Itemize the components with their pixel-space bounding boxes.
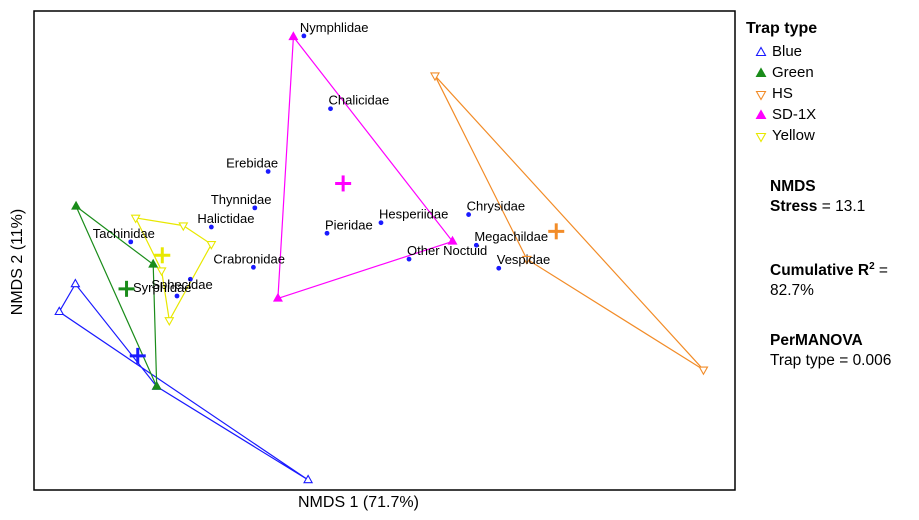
marker-yellow-4 <box>206 241 217 250</box>
marker-green-1 <box>71 200 82 210</box>
legend-item-blue: Blue <box>754 41 817 62</box>
hull-blue <box>58 282 309 481</box>
point-megachildae <box>473 242 479 248</box>
point-label-other-noctuid: Other Noctuid <box>407 243 487 258</box>
point-label-nymphlidae: Nymphlidae <box>300 20 369 35</box>
legend-marker-green-icon <box>755 66 767 77</box>
marker-yellow-3 <box>164 317 175 327</box>
point-label-hesperiidae: Hesperiidae <box>379 207 448 222</box>
marker-yellow-1 <box>130 214 141 224</box>
marker-sd-1x-1 <box>288 31 299 41</box>
point-chalicidae <box>328 106 333 112</box>
legend-items: Blue Green HS SD-1X Yellow <box>746 41 817 146</box>
legend-item-yellow: Yellow <box>754 125 817 146</box>
marker-sd-1x-3 <box>272 292 283 302</box>
point-label-syrphidae: Syrphidae <box>133 280 192 295</box>
point-layer: Nymphlidae Chalicidae Erebidae Thynnidae Hal… <box>93 20 551 299</box>
point-other-noctuid <box>406 256 412 262</box>
point-tachinidae <box>128 239 134 245</box>
point-chrysidae <box>466 212 472 217</box>
cumulative-stats: Cumulative R2 = 82.7% <box>770 257 888 301</box>
marker-blue-1 <box>70 278 81 288</box>
cumulative-value: 82.7% <box>770 282 814 300</box>
legend-item-green: Green <box>754 62 817 83</box>
point-sphecidae <box>187 276 193 282</box>
point-label-thynnidae: Thynnidae <box>211 192 272 207</box>
point-label-crabronidae: Crabronidae <box>213 251 285 266</box>
legend-title: Trap type <box>746 20 818 37</box>
centroid-hs <box>548 223 565 240</box>
point-pieridae <box>324 230 330 236</box>
point-crabronidae <box>251 264 256 270</box>
cumulative-sup: 2 <box>869 261 875 272</box>
point-label-sphecidae: Sphecidae <box>151 277 212 292</box>
x-axis-label: NMDS 1 (71.7%) <box>298 494 419 511</box>
stress-label: Stress <box>770 198 818 215</box>
legend-label-green: Green <box>772 64 814 81</box>
marker-green-2 <box>148 258 159 268</box>
point-label-chalicidae: Chalicidae <box>329 93 390 108</box>
legend-marker-hs-icon <box>755 90 767 101</box>
marker-blue-3 <box>303 474 314 484</box>
centroid-green <box>118 280 135 297</box>
point-thynnidae <box>252 205 258 211</box>
point-label-erebidae: Erebidae <box>226 155 278 170</box>
permanova-title: PerMANOVA <box>770 332 863 349</box>
centroid-yellow <box>154 247 171 264</box>
marker-hs-3 <box>698 366 709 376</box>
legend-label-blue: Blue <box>772 43 803 60</box>
legend: Trap type Blue Green HS SD-1X Yellow <box>746 20 817 146</box>
legend-item-hs: HS <box>754 83 817 104</box>
legend-label-sd-1x: SD-1X <box>772 106 817 123</box>
cumulative-eq: = <box>874 262 888 280</box>
y-axis-label: NMDS 2 (11%) <box>9 208 26 316</box>
point-vespidae <box>496 265 502 271</box>
stress-value: = 13.1 <box>821 198 866 215</box>
legend-marker-sd-1x-icon <box>755 108 767 119</box>
nmds-stats: NMDS Stress = 13.1 <box>770 177 865 217</box>
hull-sd-1x <box>277 35 454 300</box>
marker-green-3 <box>151 380 162 390</box>
legend-item-sd-1x: SD-1X <box>754 104 817 125</box>
point-erebidae <box>265 169 271 174</box>
legend-marker-blue-icon <box>755 45 767 56</box>
hull-hs <box>434 75 704 371</box>
legend-marker-yellow-icon <box>755 132 767 143</box>
marker-blue-2 <box>54 306 65 316</box>
permanova-text: Trap type = 0.006 <box>770 352 892 369</box>
point-syrphidae <box>174 293 180 299</box>
marker-yellow-2 <box>156 267 167 277</box>
centroid-sd-1x <box>335 175 352 192</box>
plot-frame <box>33 10 736 491</box>
cumulative-label: Cumulative R <box>770 262 870 280</box>
point-label-chrysidae: Chrysidae <box>467 199 526 214</box>
point-nymphlidae <box>301 33 307 39</box>
marker-layer <box>54 31 709 484</box>
legend-label-yellow: Yellow <box>772 127 815 144</box>
hull-green <box>75 205 158 387</box>
point-label-vespidae: Vespidae <box>497 252 551 267</box>
marker-sd-1x-2 <box>447 235 458 245</box>
centroid-layer <box>118 175 565 364</box>
point-label-tachinidae: Tachinidae <box>93 226 155 241</box>
permanova-stats: PerMANOVA Trap type = 0.006 <box>770 331 891 371</box>
marker-yellow-5 <box>178 222 189 232</box>
point-label-megachildae: Megachildae <box>474 229 548 244</box>
point-hesperiidae <box>378 220 384 226</box>
marker-hs-2 <box>521 255 532 265</box>
marker-hs-1 <box>429 72 440 82</box>
point-label-pieridae: Pieridae <box>325 217 373 232</box>
nmds-title: NMDS <box>770 178 816 195</box>
point-halictidae <box>208 224 214 230</box>
point-label-halictidae: Halictidae <box>197 211 254 226</box>
centroid-blue <box>129 347 146 364</box>
hull-yellow <box>134 217 213 323</box>
legend-label-hs: HS <box>772 85 793 102</box>
